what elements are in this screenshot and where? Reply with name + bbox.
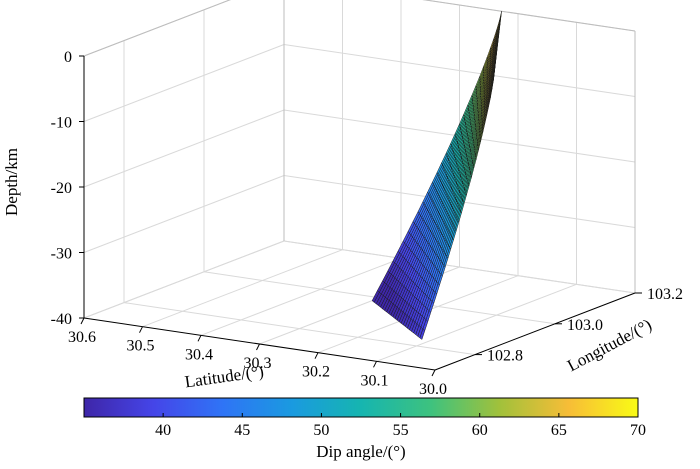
latitude-tick-label: 30.4 [185,346,213,363]
longitude-tick-label: 103.2 [647,286,683,303]
latitude-tick-label: 30.0 [419,381,447,398]
colorbar-tick-label: 60 [472,422,488,439]
colorbar-tick-label: 50 [313,422,329,439]
depth-axis-ticks: 0 -10 -20 -30 -40 [51,49,84,328]
depth-tick-label: 0 [64,49,72,66]
depth-tick-label: -30 [51,246,72,263]
colorbar-tick-label: 70 [630,422,646,439]
latitude-tick-label: 30.2 [302,364,330,381]
longitude-tick-label: 102.8 [487,348,523,365]
latitude-axis-ticks: 30.6 30.5 30.4 30.3 30.2 30.1 30.0 [68,317,447,398]
axes-lines [83,56,636,371]
longitude-tick-label: 103.0 [567,317,603,334]
latitude-tick-label: 30.3 [244,355,272,372]
colorbar-ticks: 40 45 50 55 60 65 70 [155,413,646,439]
colorbar-tick-label: 45 [234,422,250,439]
depth-axis-label: Depth/km [2,148,21,216]
axes-grid [83,0,636,371]
colorbar-tick-label: 40 [155,422,171,439]
longitude-axis-ticks: 102.8 103.0 103.2 [475,286,683,365]
latitude-axis-label: Latitude/(°) [184,362,265,392]
surface-cell [371,290,380,303]
colorbar-tick-label: 65 [551,422,567,439]
depth-tick-label: -10 [51,115,72,132]
colorbar [83,397,639,418]
latitude-tick-label: 30.5 [127,338,155,355]
latitude-tick-label: 30.1 [361,372,389,389]
depth-tick-label: -20 [51,180,72,197]
latitude-tick-label: 30.6 [68,329,96,346]
colorbar-label: Dip angle/(°) [316,442,405,461]
colorbar-tick-label: 55 [393,422,409,439]
depth-tick-label: -40 [51,311,72,328]
dip-surface [371,11,502,340]
